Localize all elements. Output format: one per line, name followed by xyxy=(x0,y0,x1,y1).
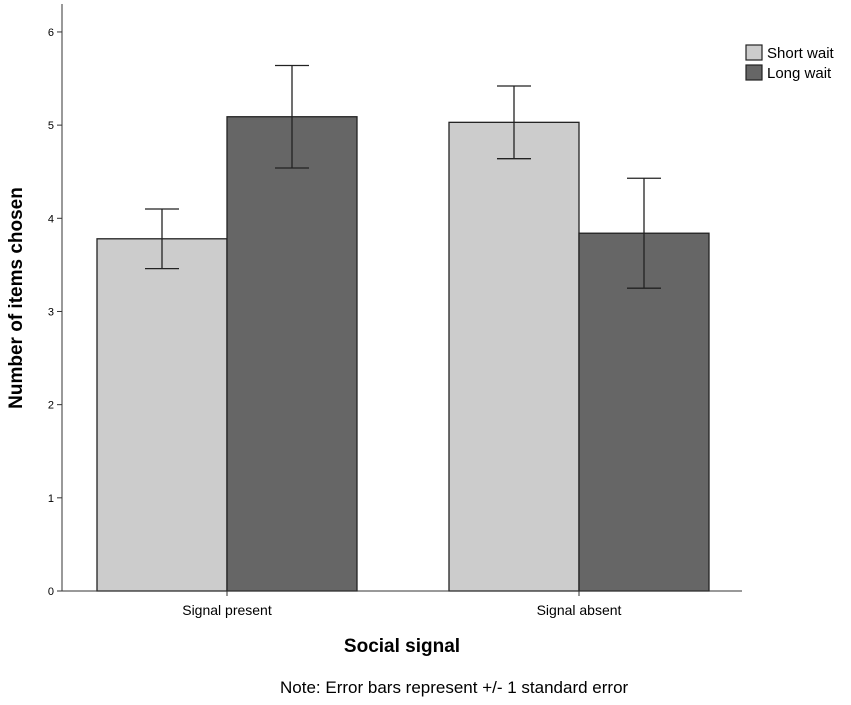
x-tick-label: Signal present xyxy=(182,602,272,618)
footnote-prefix: Note: xyxy=(280,678,321,697)
y-tick-label: 0 xyxy=(48,586,54,598)
legend: Short wait Long wait xyxy=(745,44,835,82)
footnote: Note: Error bars represent +/- 1 standar… xyxy=(280,678,628,698)
error-bar xyxy=(497,85,531,160)
bar-short-wait-signal-absent xyxy=(448,121,580,592)
labels-layer: 0 1 2 3 4 5 6 Signal present Signal absent Social… xyxy=(6,27,622,657)
y-axis-title: Number of items chosen xyxy=(6,187,27,409)
bar-short-wait-signal-present xyxy=(96,238,228,592)
y-tick-label: 4 xyxy=(48,213,54,225)
x-axis-title: Social signal xyxy=(344,636,460,657)
error-bars-layer xyxy=(145,64,661,289)
legend-item: Long wait xyxy=(745,64,832,82)
error-bar xyxy=(627,177,661,289)
legend-label: Short wait xyxy=(767,45,835,62)
bars-layer xyxy=(96,116,710,592)
legend-label: Long wait xyxy=(767,65,832,82)
y-tick-label: 1 xyxy=(48,493,54,505)
legend-swatch xyxy=(745,44,763,61)
legend-swatch xyxy=(745,64,763,81)
error-bar xyxy=(275,64,309,169)
axes-layer xyxy=(57,4,742,596)
legend-item: Short wait xyxy=(745,44,835,62)
y-tick-label: 3 xyxy=(48,306,54,318)
error-bar xyxy=(145,208,179,270)
y-tick-label: 2 xyxy=(48,400,54,412)
y-tick-label: 5 xyxy=(48,120,54,132)
x-tick-label: Signal absent xyxy=(537,602,622,618)
footnote-text: Error bars represent +/- 1 standard erro… xyxy=(325,678,629,697)
y-tick-label: 6 xyxy=(48,27,54,39)
bar-long-wait-signal-absent xyxy=(578,232,710,592)
bar-long-wait-signal-present xyxy=(226,116,358,592)
